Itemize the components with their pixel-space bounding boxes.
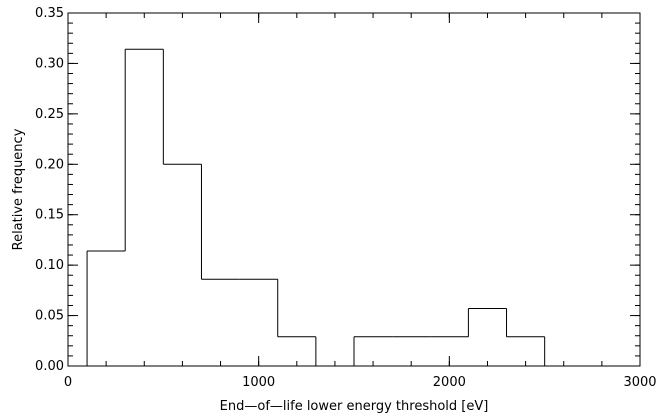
x-tick-label: 2000 xyxy=(433,375,466,390)
y-tick-label: 0.35 xyxy=(35,6,64,21)
x-axis-tick-labels: 0 1000 2000 3000 xyxy=(64,375,657,390)
y-tick-label: 0.05 xyxy=(35,309,64,324)
y-tick-label: 0.00 xyxy=(35,359,64,374)
y-tick-label: 0.15 xyxy=(35,208,64,223)
y-axis-tick-labels: 0.00 0.05 0.10 0.15 0.20 0.25 0.30 0.35 xyxy=(35,6,64,374)
y-tick-label: 0.10 xyxy=(35,258,64,273)
x-axis-ticks xyxy=(67,13,641,366)
x-axis-title: End—of—life lower energy threshold [eV] xyxy=(220,399,489,414)
x-tick-label: 1000 xyxy=(242,375,275,390)
plot-frame xyxy=(67,12,641,367)
y-axis-ticks xyxy=(68,12,640,367)
x-tick-label: 3000 xyxy=(623,375,656,390)
y-tick-label: 0.20 xyxy=(35,157,64,172)
y-axis-title: Relative frequency xyxy=(11,128,26,250)
histogram-bins xyxy=(86,48,546,366)
x-tick-label: 0 xyxy=(64,375,72,390)
y-tick-label: 0.30 xyxy=(35,56,64,71)
y-tick-label: 0.25 xyxy=(35,107,64,122)
